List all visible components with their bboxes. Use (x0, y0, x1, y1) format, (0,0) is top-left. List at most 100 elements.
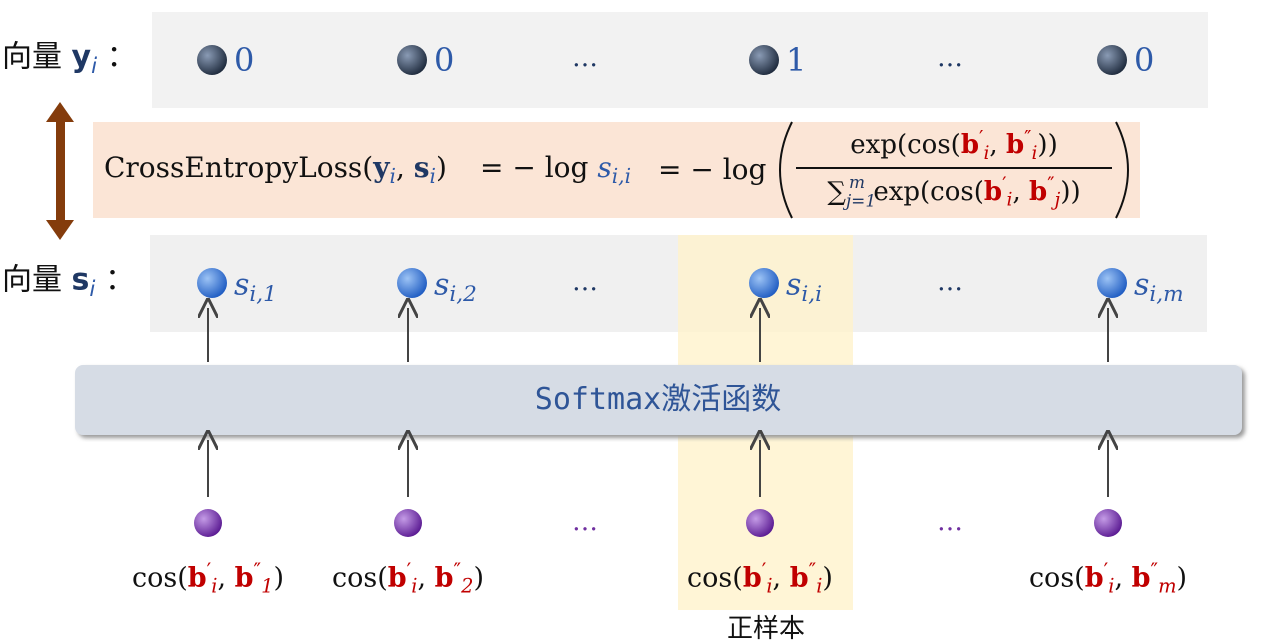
y-dot (749, 45, 779, 75)
s-value: si,2 (434, 270, 477, 305)
text-segment: i,m (1149, 281, 1184, 307)
s-label: 向量 si ： (2, 265, 135, 300)
text-segment: , (217, 562, 235, 594)
text-segment: i (389, 163, 396, 188)
text-segment: … (937, 267, 963, 297)
text-segment: cos( (1028, 562, 1085, 594)
text-segment: s (1134, 267, 1150, 303)
y-value: 0 (434, 41, 455, 79)
input-label: cos(b′i, b″2) (332, 560, 484, 595)
nodes (194, 45, 1129, 537)
input-label: cos(b′i, b″1) (132, 560, 284, 595)
text-segment: s (597, 150, 612, 184)
text-segment: i (429, 163, 436, 188)
y-dot (197, 45, 227, 75)
text-segment: ″ (1024, 126, 1032, 150)
s-value: si,i (786, 270, 822, 305)
text-segment: , (395, 150, 414, 184)
input-dot (394, 509, 422, 537)
text-segment: i (89, 276, 96, 302)
text-segment: ′ (761, 558, 767, 583)
text-segment: j (1054, 189, 1061, 211)
softmax-label: Softmax激活函数 (534, 382, 782, 417)
text-segment: b (434, 562, 454, 594)
text-segment: ′ (1103, 558, 1109, 583)
text-segment: i (411, 574, 418, 598)
text-segment: ： (97, 39, 137, 75)
y-value: 0 (234, 41, 255, 79)
text-segment: … (937, 507, 963, 537)
text-segment: b (187, 562, 207, 594)
text-segment: s (434, 267, 450, 303)
text-segment: ) (1176, 562, 1188, 594)
text-segment: b (1084, 562, 1104, 594)
text-segment: ′ (406, 558, 412, 583)
text-segment: 2 (461, 574, 474, 598)
text-segment: exp(cos( (850, 130, 961, 161)
softmax-box (75, 365, 1242, 435)
text-segment: , (772, 562, 790, 594)
input-label: cos(b′i, b″m) (1029, 560, 1187, 595)
text-segment: ) (473, 562, 485, 594)
text-segment: … (572, 267, 598, 297)
s-dot (1097, 268, 1127, 298)
text-segment: ″ (1150, 558, 1159, 583)
text-segment: i,2 (449, 281, 477, 307)
equals-log-2: = − log (658, 156, 766, 184)
text-segment: ″ (253, 558, 262, 583)
text-segment: )) (1037, 130, 1058, 161)
y-value: 0 (1134, 41, 1155, 79)
text-segment: b (1029, 176, 1048, 207)
text-segment: ′ (979, 126, 984, 150)
ellipsis: … (572, 509, 598, 535)
text-segment: b (742, 562, 762, 594)
s-dot (397, 268, 427, 298)
text-segment: b (960, 130, 980, 161)
text-segment: ′ (206, 558, 212, 583)
positive-label: 正样本 (726, 614, 806, 644)
s-value: si,m (1134, 270, 1184, 305)
input-dot (746, 509, 774, 537)
text-segment: i (816, 574, 823, 598)
y-dot (1097, 45, 1127, 75)
text-segment: , (989, 130, 1006, 161)
ellipsis: … (937, 269, 963, 295)
text-segment: i (766, 574, 773, 598)
text-segment: j=1 (845, 190, 877, 211)
paren-right (1115, 121, 1129, 219)
text-segment: i,i (801, 281, 823, 307)
loss-expression: CrossEntropyLoss(yi, si) (104, 150, 447, 188)
formula-band (93, 122, 1140, 218)
ellipsis: … (572, 269, 598, 295)
input-label: cos(b′i, b″i) (687, 560, 833, 595)
s-dot (749, 268, 779, 298)
text-segment: i (983, 142, 990, 164)
text-segment: i (211, 574, 218, 598)
text-segment: b (983, 176, 1003, 207)
text-segment: , (417, 562, 435, 594)
equals-log: = − log si,i (480, 150, 631, 186)
text-segment: = − log (658, 153, 767, 186)
text-segment: s (71, 262, 90, 298)
text-segment: , (1012, 176, 1030, 207)
text-segment: b (234, 562, 254, 594)
text-segment: ′ (1002, 172, 1007, 196)
text-segment: b (1131, 562, 1151, 594)
text-segment: y (71, 39, 92, 75)
text-segment: ∑ (827, 176, 846, 207)
text-segment: m (849, 171, 866, 192)
text-segment: ) (436, 150, 447, 184)
text-segment: cos( (687, 562, 743, 594)
text-segment: cos( (131, 562, 188, 594)
y-value: 1 (786, 41, 807, 79)
input-dot (194, 509, 222, 537)
text-segment: i,1 (249, 281, 277, 307)
text-segment: exp(cos( (865, 176, 984, 207)
text-segment: , (1114, 562, 1132, 594)
input-dot (1094, 509, 1122, 537)
text-segment: b (789, 562, 809, 594)
paren-left (779, 121, 793, 219)
text-segment: i (1031, 142, 1038, 164)
